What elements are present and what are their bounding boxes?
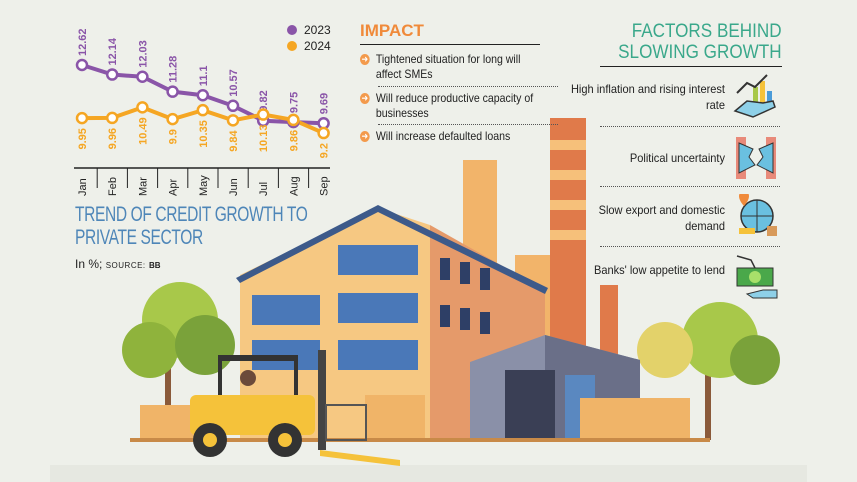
arrow-right-icon: ➜	[360, 93, 370, 104]
data-point-2024	[317, 126, 330, 140]
data-label-2023: 12.62	[77, 28, 89, 56]
legend-marker-2023	[287, 25, 297, 35]
factor-item: High inflation and rising interest rate	[570, 82, 725, 112]
x-tick-label: Apr	[168, 179, 180, 196]
divider	[378, 86, 558, 87]
source-value: BB	[149, 261, 161, 270]
data-point-2023	[136, 70, 149, 83]
impact-heading: IMPACT	[360, 21, 424, 40]
divider	[600, 186, 780, 187]
data-point-2024	[136, 101, 149, 114]
x-tick-label: Aug	[288, 176, 300, 196]
x-tick-label: Feb	[107, 177, 119, 196]
data-label-2024: 9.86	[288, 130, 300, 151]
divider	[600, 126, 780, 127]
legend-label: 2023	[304, 23, 331, 37]
data-label-2023: 12.03	[137, 40, 149, 68]
money-hand-icon	[736, 255, 778, 299]
data-point-2023	[226, 99, 240, 113]
globe-export-icon	[739, 194, 777, 236]
torn-handshake-icon	[736, 137, 776, 179]
impact-item: ➜ Will reduce productive capacity of bus…	[360, 91, 534, 120]
data-point-2024	[287, 113, 300, 127]
data-point-2023	[166, 85, 179, 98]
data-point-2024	[226, 114, 240, 127]
data-label-2023: 11.28	[168, 56, 180, 83]
arrow-right-icon: ➜	[360, 131, 370, 142]
divider	[378, 124, 558, 125]
x-tick-label: May	[198, 175, 210, 196]
data-label-2023: 9.69	[319, 93, 331, 114]
data-label-2024: 9.2	[319, 143, 331, 158]
data-label-2024: 9.9	[168, 129, 180, 144]
data-point-2023	[196, 88, 210, 102]
chart-title: TREND OF CREDIT GROWTH TO PRIVATE SECTOR	[75, 203, 308, 249]
data-label-2024: 10.35	[198, 120, 210, 148]
data-label-2023: 11.1	[198, 65, 210, 86]
data-label-2023: 9.82	[258, 90, 270, 111]
data-label-2024: 9.84	[228, 129, 240, 151]
chart-subtitle: In %; SOURCE: BB	[75, 257, 161, 271]
data-point-2024	[75, 111, 89, 125]
divider	[600, 246, 780, 247]
cargo-boxes	[130, 395, 710, 442]
tree-left	[122, 282, 235, 440]
impact-item: ➜ Will increase defaulted loans	[360, 129, 511, 143]
data-point-2024	[256, 108, 270, 121]
x-tick-label: Jul	[258, 182, 270, 196]
data-point-2024	[196, 103, 210, 117]
unit-label: In %;	[75, 257, 103, 271]
divider	[600, 66, 782, 67]
source-label: SOURCE:	[105, 261, 146, 270]
divider	[360, 44, 540, 45]
tree-right	[637, 302, 780, 440]
data-point-2023	[105, 68, 119, 81]
data-point-2024	[105, 111, 119, 125]
data-label-2024: 10.13	[258, 125, 270, 153]
factors-heading: FACTORS BEHIND SLOWING GROWTH	[618, 21, 782, 63]
factor-item: Slow export and domestic demand	[598, 203, 725, 233]
growth-chart-hand-icon	[733, 74, 776, 118]
data-label-2024: 10.49	[137, 117, 149, 145]
data-label-2023: 10.57	[228, 69, 240, 97]
legend-marker-2024	[287, 41, 297, 51]
x-tick-label: Mar	[137, 177, 149, 196]
forklift	[190, 350, 400, 466]
credit-growth-chart: Jan Feb Mar Apr May Jun Jul Aug Sep 12.62 12.14 12.…	[74, 23, 331, 196]
data-label-2024: 9.95	[77, 128, 89, 149]
data-point-2024	[166, 112, 179, 126]
data-label-2023: 9.75	[288, 92, 300, 113]
data-point-2023	[317, 117, 330, 130]
arrow-right-icon: ➜	[360, 54, 370, 65]
data-label-2023: 12.14	[107, 37, 119, 65]
factor-item: Political uncertainty	[629, 151, 725, 165]
legend-label: 2024	[304, 39, 331, 53]
data-label-2024: 9.96	[107, 128, 119, 149]
impact-item: ➜ Tightened situation for long will affe…	[360, 52, 521, 81]
x-tick-label: Jan	[77, 178, 89, 196]
factor-item: Banks' low appetite to lend	[594, 263, 725, 277]
x-tick-label: Sep	[319, 176, 331, 196]
data-point-2023	[75, 58, 89, 72]
x-tick-label: Jun	[228, 178, 240, 196]
